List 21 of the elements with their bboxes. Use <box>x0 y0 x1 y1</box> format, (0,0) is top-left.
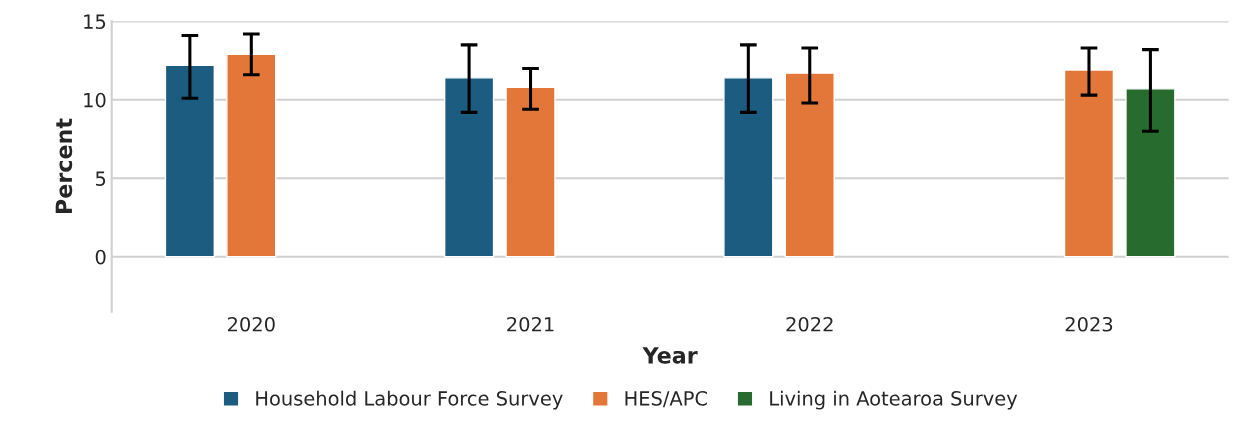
x-tick-label: 2020 <box>227 316 275 332</box>
bar <box>1125 88 1176 258</box>
y-tick-label: 0 <box>95 249 106 265</box>
legend-label: Living in Aotearoa Survey <box>770 390 1018 410</box>
legend-label: HES/APC <box>625 391 707 408</box>
bar <box>723 77 774 258</box>
bar <box>505 86 556 258</box>
y-tick-label: 5 <box>95 171 106 186</box>
y-axis-title: Percent <box>55 118 73 213</box>
bar <box>1063 69 1115 258</box>
x-axis-title: Year <box>642 347 698 364</box>
x-tick-label: 2022 <box>786 316 833 332</box>
legend-label: Household Labour Force Survey <box>256 390 563 410</box>
y-tick-label: 15 <box>84 14 106 30</box>
bar <box>164 64 216 258</box>
x-tick-label: 2021 <box>507 316 554 332</box>
bar <box>443 77 495 258</box>
bar <box>784 72 835 258</box>
bar <box>226 53 277 258</box>
x-tick-label: 2023 <box>1065 316 1113 332</box>
y-tick-label: 10 <box>84 92 106 108</box>
